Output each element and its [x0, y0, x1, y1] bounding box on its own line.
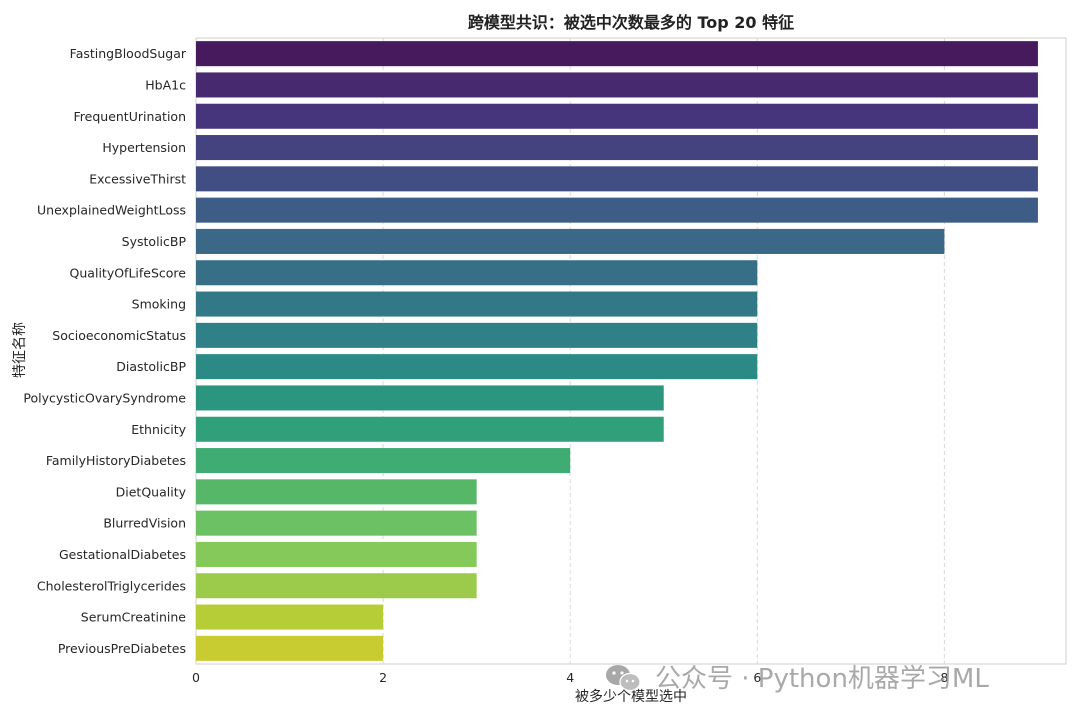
watermark: 公众号 · Python机器学习ML [606, 664, 989, 694]
x-tick-label: 0 [192, 670, 200, 685]
wechat-icon [606, 665, 641, 692]
category-label: FastingBloodSugar [70, 46, 187, 61]
bar-CholesterolTriglycerides [196, 573, 477, 599]
x-tick-label: 8 [940, 670, 948, 685]
bar-PolycysticOvarySyndrome [196, 385, 664, 411]
watermark-text: 公众号 · Python机器学习ML [655, 664, 989, 694]
category-label: SocioeconomicStatus [52, 328, 186, 343]
bar-HbA1c [196, 72, 1038, 98]
chart-title: 跨模型共识：被选中次数最多的 Top 20 特征 [468, 13, 794, 32]
category-label: SerumCreatinine [81, 610, 186, 625]
bar-FastingBloodSugar [196, 41, 1038, 67]
category-label: SystolicBP [122, 234, 187, 249]
category-label: PolycysticOvarySyndrome [23, 390, 186, 405]
category-label: FrequentUrination [74, 109, 187, 124]
category-label: Smoking [132, 297, 186, 312]
category-label: ExcessiveThirst [89, 171, 186, 186]
bar-Hypertension [196, 135, 1038, 161]
y-axis-label: 特征名称 [12, 322, 28, 378]
plot-frame [195, 37, 1067, 665]
category-label: DietQuality [116, 484, 187, 499]
category-label: Ethnicity [131, 422, 186, 437]
x-tick-label: 6 [753, 670, 761, 685]
x-axis-label: 被多少个模型选中 [575, 688, 687, 705]
category-label: FamilyHistoryDiabetes [46, 453, 186, 468]
category-label: QualityOfLifeScore [70, 265, 187, 280]
bar-QualityOfLifeScore [196, 260, 758, 286]
bar-Ethnicity [196, 416, 664, 442]
gridlines [195, 38, 945, 664]
bar-ExcessiveThirst [196, 166, 1038, 192]
category-label: PreviousPreDiabetes [58, 641, 186, 656]
bar-DietQuality [196, 479, 477, 505]
bar-DiastolicBP [196, 354, 758, 380]
category-labels: FastingBloodSugar HbA1c FrequentUrination H… [23, 46, 186, 656]
bar-PreviousPreDiabetes [196, 635, 384, 661]
category-label: HbA1c [145, 77, 186, 92]
category-label: GestationalDiabetes [59, 547, 186, 562]
bar-SocioeconomicStatus [196, 322, 758, 348]
category-label: Hypertension [102, 140, 186, 155]
bar-FrequentUrination [196, 103, 1038, 129]
x-tick-label: 2 [379, 670, 387, 685]
category-label: UnexplainedWeightLoss [37, 203, 186, 218]
bar-BlurredVision [196, 510, 477, 536]
bar-Smoking [196, 291, 758, 317]
category-label: BlurredVision [103, 516, 186, 531]
bar-GestationalDiabetes [196, 541, 477, 567]
x-tick-labels: 0 2 4 6 8 [192, 670, 948, 685]
bar-UnexplainedWeightLoss [196, 197, 1038, 223]
bar-SystolicBP [196, 228, 945, 254]
bar-FamilyHistoryDiabetes [196, 448, 571, 474]
category-label: DiastolicBP [116, 359, 186, 374]
category-label: CholesterolTriglycerides [37, 578, 186, 593]
x-tick-label: 4 [566, 670, 574, 685]
bars [196, 41, 1038, 661]
bar-SerumCreatinine [196, 604, 384, 630]
